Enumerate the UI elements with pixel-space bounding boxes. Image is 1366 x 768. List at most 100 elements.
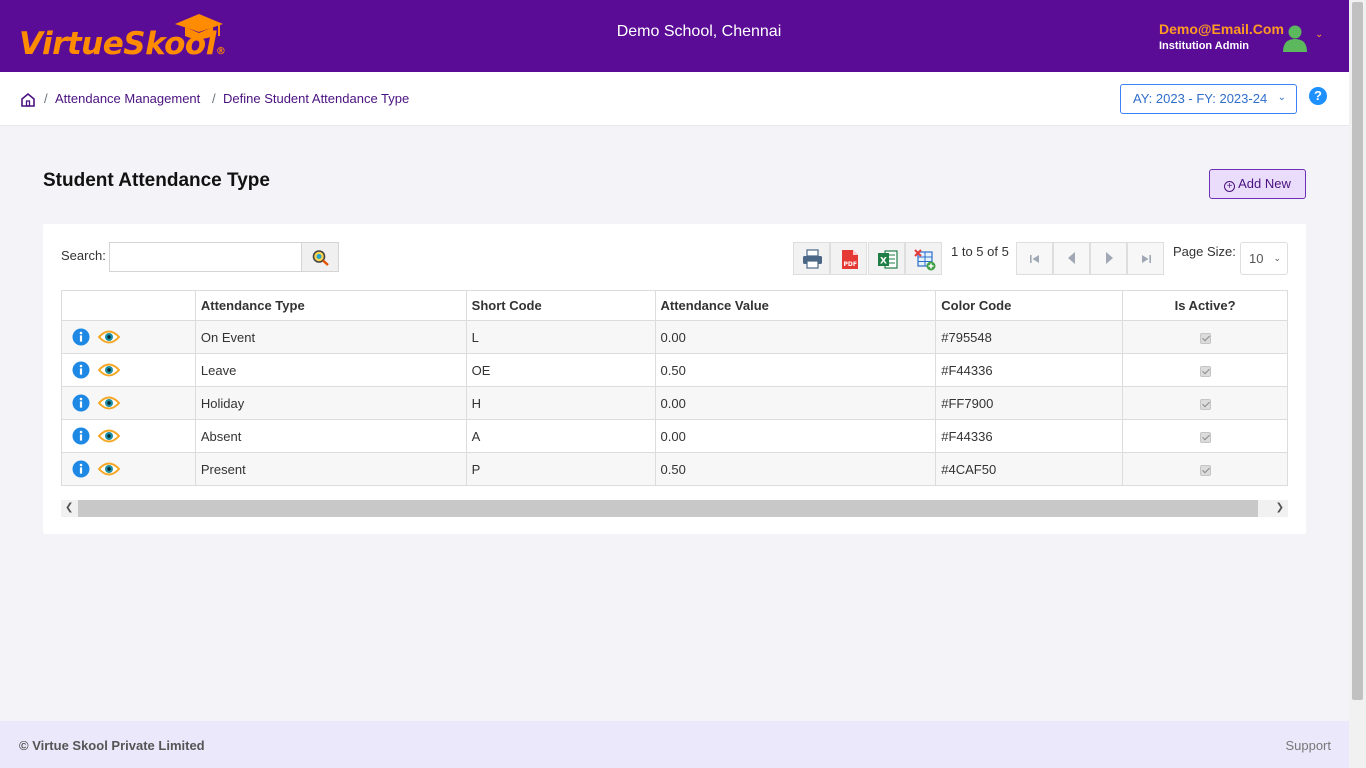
vertical-scrollbar[interactable] [1349,0,1366,768]
excel-export-icon [914,249,936,271]
cell-attendance-type: Leave [194,353,467,387]
first-page-button[interactable] [1016,242,1053,275]
brand-logo[interactable]: VirtueSkool® [19,12,241,62]
info-icon[interactable] [72,361,90,379]
table-row[interactable]: On Event L 0.00 #795548 [61,320,1288,354]
is-active-checkbox [1199,365,1211,377]
school-name: Demo School, Chennai [616,23,782,40]
search-button[interactable] [301,242,339,272]
cell-short-code: L [465,320,656,354]
breadcrumb-separator: / [44,91,48,106]
table-row[interactable]: Holiday H 0.00 #FF7900 [61,386,1288,420]
user-role: Institution Admin [1159,40,1250,52]
cell-color-code: #4CAF50 [935,452,1124,486]
next-page-icon [1106,252,1113,264]
table-row[interactable]: Leave OE 0.50 #F44336 [61,353,1288,387]
page-size-value: 10 [1249,251,1264,266]
column-header-short-code[interactable]: Short Code [465,290,656,321]
view-icon[interactable] [98,362,120,378]
breadcrumb-current-page[interactable]: Define Student Attendance Type [223,91,410,106]
info-icon[interactable] [72,394,90,412]
column-header-is-active[interactable]: Is Active? [1122,290,1288,321]
info-icon[interactable] [72,328,90,346]
cell-actions [61,419,196,453]
cell-is-active [1122,320,1288,354]
info-icon[interactable] [72,460,90,478]
scroll-right-icon[interactable]: ❯ [1275,502,1284,513]
cell-attendance-value: 0.00 [654,320,937,354]
cell-is-active [1122,419,1288,453]
cell-attendance-type: Absent [194,419,467,453]
user-avatar-icon[interactable] [1282,24,1308,52]
horizontal-scrollbar[interactable]: ❮ ❯ [61,500,1288,517]
page-size-select[interactable]: 10 ⌄ [1240,242,1288,275]
cell-color-code: #795548 [935,320,1124,354]
home-icon[interactable] [20,92,36,108]
breadcrumb: / Attendance Management / Define Student… [0,72,1349,126]
grid-card: Search: PDF [43,224,1306,534]
cell-attendance-value: 0.00 [654,419,937,453]
pdf-icon: PDF [842,250,858,269]
user-email[interactable]: Demo@Email.Com [1159,21,1284,37]
top-header: VirtueSkool® Demo School, Chennai Demo@E… [0,0,1349,72]
attendance-type-table: Attendance Type Short Code Attendance Va… [61,290,1288,486]
cell-actions [61,452,196,486]
view-icon[interactable] [98,329,120,345]
cell-short-code: A [465,419,656,453]
page-size-label: Page Size: [1173,244,1236,259]
scrollbar-thumb[interactable] [78,500,1258,517]
cell-attendance-type: Holiday [194,386,467,420]
is-active-checkbox [1199,464,1211,476]
view-icon[interactable] [98,395,120,411]
is-active-checkbox [1199,431,1211,443]
cell-is-active [1122,353,1288,387]
cell-attendance-value: 0.00 [654,386,937,420]
view-icon[interactable] [98,461,120,477]
prev-page-icon [1068,252,1075,264]
is-active-checkbox [1199,332,1211,344]
breadcrumb-attendance-management[interactable]: Attendance Management [55,91,201,106]
excel-export-button[interactable]: X [868,242,905,275]
pdf-export-button[interactable]: PDF [830,242,867,275]
support-link[interactable]: Support [1285,738,1331,753]
cell-attendance-type: Present [194,452,467,486]
cell-attendance-value: 0.50 [654,353,937,387]
column-header-color-code[interactable]: Color Code [935,290,1124,321]
cell-color-code: #F44336 [935,419,1124,453]
footer: © Virtue Skool Private Limited Support [0,721,1349,768]
last-page-icon [1142,255,1151,263]
cell-color-code: #F44336 [935,353,1124,387]
breadcrumb-separator: / [212,91,216,106]
add-new-button[interactable]: + Add New [1209,169,1306,199]
scrollbar-thumb[interactable] [1352,2,1363,700]
info-icon[interactable] [72,427,90,445]
column-header-attendance-value[interactable]: Attendance Value [654,290,937,321]
column-header-attendance-type[interactable]: Attendance Type [194,290,467,321]
print-button[interactable] [793,242,830,275]
help-icon[interactable]: ? [1309,87,1327,105]
chevron-down-icon[interactable]: ⌄ [1315,29,1324,40]
search-input[interactable] [109,242,302,272]
cell-short-code: OE [465,353,656,387]
academic-year-value: AY: 2023 - FY: 2023-24 [1133,91,1268,106]
academic-year-select[interactable]: AY: 2023 - FY: 2023-24 ⌄ [1120,84,1297,114]
logo-text: VirtueSkool® [19,26,226,62]
excel-export-all-button[interactable] [905,242,942,275]
chevron-down-icon: ⌄ [1273,253,1281,263]
svg-text:PDF: PDF [844,261,857,268]
cell-short-code: P [465,452,656,486]
cell-attendance-value: 0.50 [654,452,937,486]
last-page-button[interactable] [1127,242,1164,275]
graduation-cap-icon [175,14,223,39]
is-active-checkbox [1199,398,1211,410]
scroll-left-icon[interactable]: ❮ [65,502,74,513]
table-header-row: Attendance Type Short Code Attendance Va… [61,290,1288,321]
next-page-button[interactable] [1090,242,1127,275]
view-icon[interactable] [98,428,120,444]
cell-short-code: H [465,386,656,420]
table-row[interactable]: Present P 0.50 #4CAF50 [61,452,1288,486]
add-circle-icon: + [1224,181,1236,192]
prev-page-button[interactable] [1053,242,1090,275]
table-row[interactable]: Absent A 0.00 #F44336 [61,419,1288,453]
